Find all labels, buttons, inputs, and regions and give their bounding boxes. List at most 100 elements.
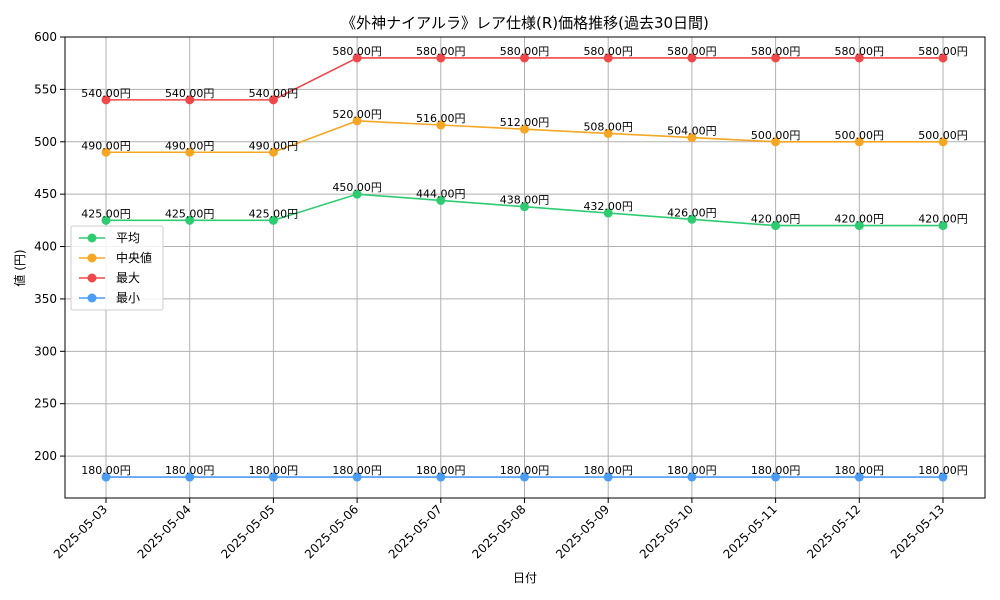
data-point bbox=[854, 137, 864, 147]
data-label: 500.00円 bbox=[835, 129, 885, 142]
series-最大 bbox=[101, 53, 948, 105]
data-point bbox=[268, 147, 278, 157]
legend-item: 最大 bbox=[79, 271, 140, 285]
data-label: 425.00円 bbox=[249, 207, 299, 220]
legend-marker bbox=[87, 293, 97, 303]
data-point bbox=[268, 95, 278, 105]
data-point bbox=[603, 472, 613, 482]
data-label: 500.00円 bbox=[751, 129, 801, 142]
x-tick-label: 2025-05-07 bbox=[386, 502, 445, 561]
data-label: 420.00円 bbox=[751, 213, 801, 226]
data-point bbox=[352, 116, 362, 126]
y-axis-label: 値 (円) bbox=[12, 249, 27, 286]
data-point bbox=[436, 53, 446, 63]
data-labels: 425.00円 425.00円 425.00円 450.00円 444.00円 438.0… bbox=[81, 45, 968, 477]
legend-marker bbox=[87, 273, 97, 283]
data-point bbox=[101, 472, 111, 482]
data-label: 180.00円 bbox=[500, 464, 550, 477]
data-point bbox=[687, 472, 697, 482]
data-label: 508.00円 bbox=[583, 120, 633, 133]
legend-label: 最小 bbox=[116, 291, 140, 305]
data-label: 520.00円 bbox=[332, 108, 382, 121]
data-label: 432.00円 bbox=[583, 200, 633, 213]
y-axis-ticks: 200 250 300 350 400 450 500 550 600 bbox=[34, 30, 65, 463]
data-label: 580.00円 bbox=[332, 45, 382, 58]
y-tick-label: 400 bbox=[34, 240, 57, 254]
data-label: 438.00円 bbox=[500, 194, 550, 207]
legend-marker bbox=[87, 253, 97, 263]
data-label: 180.00円 bbox=[165, 464, 215, 477]
series-lines bbox=[101, 53, 948, 482]
data-label: 580.00円 bbox=[751, 45, 801, 58]
x-tick-label: 2025-05-12 bbox=[804, 502, 863, 561]
legend-item: 最小 bbox=[79, 291, 140, 305]
data-point bbox=[938, 472, 948, 482]
chart-title: 《外神ナイアルラ》レア仕様(R)価格推移(過去30日間) bbox=[341, 14, 709, 32]
data-label: 425.00円 bbox=[81, 207, 131, 220]
data-point bbox=[771, 221, 781, 231]
x-tick-label: 2025-05-04 bbox=[135, 502, 194, 561]
data-point bbox=[101, 147, 111, 157]
data-label: 180.00円 bbox=[667, 464, 717, 477]
data-point bbox=[771, 472, 781, 482]
data-point bbox=[436, 195, 446, 205]
data-point bbox=[520, 53, 529, 63]
series-平均 bbox=[101, 189, 948, 231]
data-point bbox=[938, 53, 948, 63]
data-point bbox=[938, 221, 948, 231]
x-tick-label: 2025-05-05 bbox=[218, 502, 277, 561]
data-label: 504.00円 bbox=[667, 125, 717, 138]
grid bbox=[65, 36, 985, 498]
data-label: 180.00円 bbox=[416, 464, 466, 477]
y-tick-label: 200 bbox=[34, 449, 57, 463]
y-tick-label: 600 bbox=[34, 30, 57, 44]
data-point bbox=[771, 53, 781, 63]
y-tick-label: 450 bbox=[34, 187, 57, 201]
data-label: 580.00円 bbox=[416, 45, 466, 58]
x-tick-label: 2025-05-10 bbox=[637, 502, 696, 561]
y-tick-label: 250 bbox=[34, 397, 57, 411]
data-label: 180.00円 bbox=[249, 464, 299, 477]
data-point bbox=[185, 215, 195, 225]
data-label: 580.00円 bbox=[918, 45, 968, 58]
x-tick-label: 2025-05-06 bbox=[302, 502, 361, 561]
data-label: 540.00円 bbox=[81, 87, 131, 100]
x-tick-label: 2025-05-09 bbox=[553, 502, 612, 561]
data-point bbox=[268, 215, 278, 225]
series-最小 bbox=[101, 472, 948, 482]
data-label: 516.00円 bbox=[416, 112, 466, 125]
data-point bbox=[687, 53, 697, 63]
data-label: 500.00円 bbox=[918, 129, 968, 142]
legend-item: 平均 bbox=[79, 231, 140, 245]
data-point bbox=[436, 120, 446, 130]
x-tick-label: 2025-05-08 bbox=[469, 502, 528, 561]
legend-marker bbox=[87, 233, 97, 243]
data-point bbox=[352, 472, 362, 482]
data-label: 450.00円 bbox=[332, 181, 382, 194]
legend-label: 最大 bbox=[116, 271, 140, 285]
data-point bbox=[185, 147, 195, 157]
data-point bbox=[687, 214, 697, 224]
data-label: 444.00円 bbox=[416, 187, 466, 200]
data-label: 180.00円 bbox=[918, 464, 968, 477]
y-tick-label: 500 bbox=[34, 135, 57, 149]
data-label: 425.00円 bbox=[165, 207, 215, 220]
legend-item: 中央値 bbox=[79, 250, 152, 265]
data-point bbox=[101, 95, 111, 105]
data-label: 580.00円 bbox=[835, 45, 885, 58]
data-point bbox=[101, 215, 111, 225]
data-label: 180.00円 bbox=[332, 464, 382, 477]
data-label: 180.00円 bbox=[583, 464, 633, 477]
data-point bbox=[854, 221, 864, 231]
data-label: 540.00円 bbox=[249, 87, 299, 100]
data-point bbox=[436, 472, 446, 482]
data-label: 580.00円 bbox=[583, 45, 633, 58]
data-label: 512.00円 bbox=[500, 116, 550, 129]
y-tick-label: 350 bbox=[34, 292, 57, 306]
y-tick-label: 300 bbox=[34, 344, 57, 358]
x-axis-label: 日付 bbox=[513, 571, 537, 585]
data-point bbox=[603, 208, 613, 218]
legend-label: 中央値 bbox=[116, 250, 152, 265]
